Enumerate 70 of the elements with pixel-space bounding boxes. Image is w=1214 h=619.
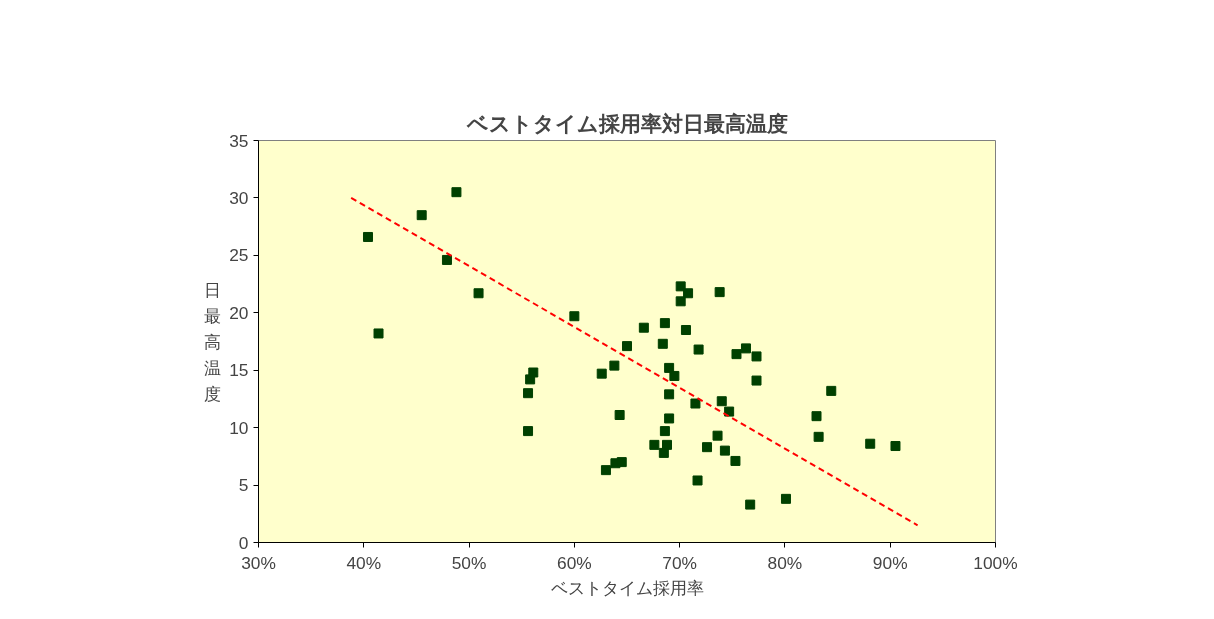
point <box>659 426 670 437</box>
point <box>664 362 675 373</box>
point <box>441 254 452 265</box>
point <box>675 296 686 307</box>
point <box>813 431 824 442</box>
point <box>751 375 762 386</box>
x-tick-label: 30% <box>241 552 276 573</box>
point <box>719 445 730 456</box>
point <box>649 439 660 450</box>
point <box>373 328 384 339</box>
point <box>638 322 649 333</box>
y-tick-label: 30 <box>229 187 249 208</box>
point <box>714 287 725 298</box>
y-tick-label: 15 <box>229 360 249 381</box>
chart-title: ベストタイム採用率対日最高温度 <box>465 111 788 136</box>
point <box>745 499 756 510</box>
point <box>680 325 691 336</box>
y-tick-label: 25 <box>229 245 249 266</box>
x-tick-label: 40% <box>346 552 382 573</box>
point <box>664 389 675 400</box>
x-tick-label: 100% <box>973 552 1018 573</box>
point <box>416 210 427 221</box>
point <box>730 455 741 466</box>
y-tick-label: 35 <box>229 130 249 151</box>
point <box>363 231 373 242</box>
point <box>675 281 686 292</box>
point <box>690 398 701 409</box>
point <box>569 311 580 322</box>
point <box>811 411 822 422</box>
y-tick-label: 20 <box>229 302 249 323</box>
point <box>890 441 901 452</box>
point <box>693 344 704 355</box>
point <box>664 413 675 424</box>
point <box>596 368 607 379</box>
point <box>614 410 625 421</box>
point <box>523 388 534 399</box>
point <box>658 447 669 458</box>
point <box>724 406 735 417</box>
point <box>669 370 680 381</box>
point <box>659 318 670 329</box>
point <box>528 367 539 378</box>
x-axis-title: ベストタイム採用率 <box>550 577 704 598</box>
x-tick-label: 50% <box>451 552 487 573</box>
point <box>473 288 484 299</box>
point <box>523 426 534 437</box>
point <box>865 438 876 449</box>
point <box>731 349 742 360</box>
y-tick-label: 0 <box>238 532 249 553</box>
x-tick-label: 60% <box>557 552 592 573</box>
x-tick-label: 80% <box>767 552 803 573</box>
point <box>609 360 620 371</box>
y-tick-label: 5 <box>238 475 249 496</box>
x-tick-label: 70% <box>662 552 697 573</box>
x-tick-label: 90% <box>872 552 908 573</box>
point <box>616 457 627 468</box>
y-axis-title: 日最高温度 <box>204 279 222 404</box>
point <box>751 351 762 362</box>
point <box>657 338 668 349</box>
point <box>692 475 703 486</box>
point <box>451 187 462 198</box>
point <box>780 493 791 504</box>
y-tick-label: 10 <box>229 417 249 438</box>
point <box>740 343 751 354</box>
point <box>622 341 632 352</box>
point <box>600 465 611 476</box>
point <box>702 442 713 453</box>
point <box>826 385 837 396</box>
point <box>712 430 723 441</box>
point <box>716 396 727 407</box>
point <box>683 288 694 299</box>
